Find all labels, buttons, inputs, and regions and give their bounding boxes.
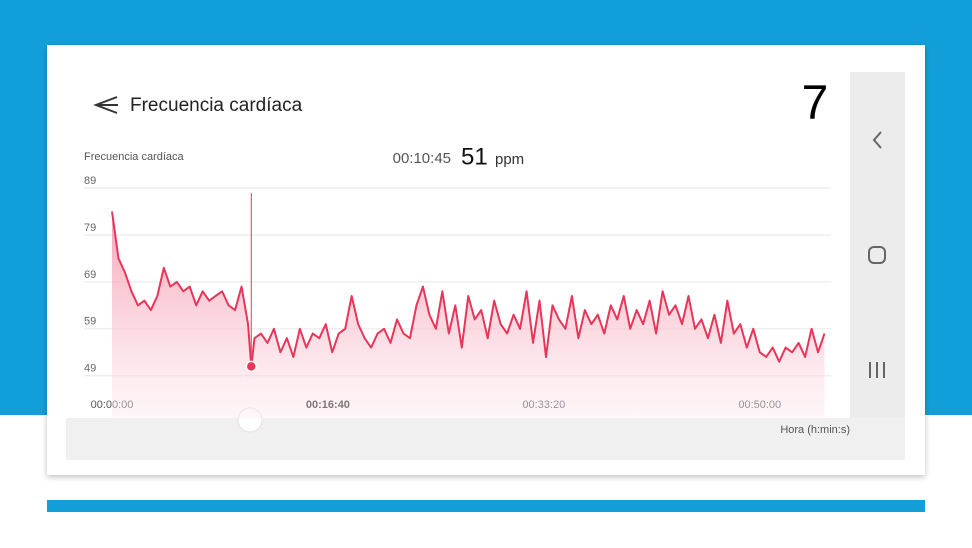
x-axis-label: Hora (h:min:s) xyxy=(780,424,850,436)
selected-time: 00:10:45 xyxy=(393,150,451,167)
y-tick-label: 59 xyxy=(84,316,96,328)
y-tick-label: 79 xyxy=(84,222,96,234)
y-tick-label: 69 xyxy=(84,269,96,281)
line xyxy=(111,211,826,368)
selected-point xyxy=(245,360,258,373)
selected-value: 51 xyxy=(461,143,488,170)
page-title: Frecuencia cardíaca xyxy=(130,95,303,116)
selected-unit: ppm xyxy=(495,151,524,168)
nav-back[interactable] xyxy=(872,131,882,149)
nav-home[interactable] xyxy=(868,246,886,264)
y-tick-label: 49 xyxy=(84,363,96,375)
back-arrow[interactable] xyxy=(93,96,118,114)
area xyxy=(112,211,825,418)
bottom-strip xyxy=(47,500,925,512)
nav-bar xyxy=(850,72,905,418)
y-tick-label: 89 xyxy=(84,175,96,187)
nav-recent[interactable] xyxy=(869,362,885,378)
slider-area xyxy=(66,418,905,460)
step-number: 7 xyxy=(802,77,829,130)
chart-title: Frecuencia cardíaca xyxy=(84,151,185,163)
plot: 495969798900:00:0000:16:4000:33:2000:50:… xyxy=(84,175,831,418)
